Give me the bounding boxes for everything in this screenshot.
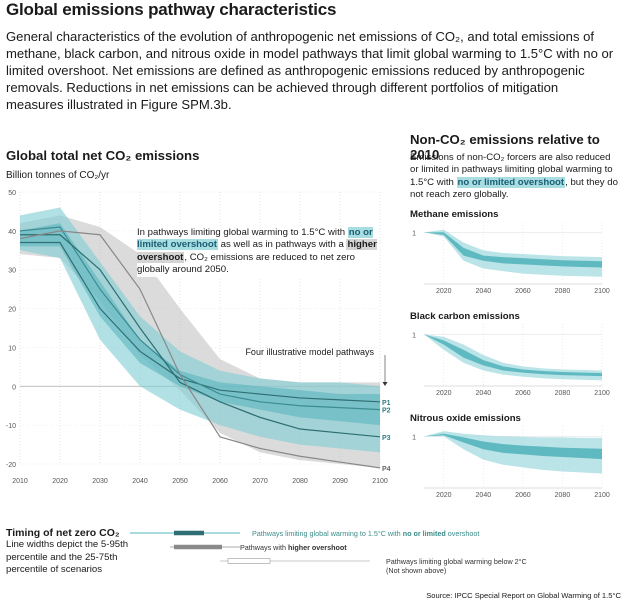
legend-label-bold: no or limited xyxy=(403,529,446,538)
annotation-part1: In pathways limiting global warming to 1… xyxy=(137,227,348,238)
y-tick-label: 30 xyxy=(8,268,16,275)
pathway-line xyxy=(20,234,381,438)
y-tick-label: 0 xyxy=(12,384,16,391)
legend-label-prefix: Pathways with xyxy=(240,543,288,552)
pathway-line xyxy=(19,226,381,411)
y-tick-label: 10 xyxy=(8,345,16,352)
series-label: P2 xyxy=(382,408,391,415)
x-tick-label: 2050 xyxy=(172,478,188,485)
panel-x-tick-label: 2100 xyxy=(594,390,610,397)
main-chart-unit: Billion tonnes of CO₂/yr xyxy=(6,170,110,181)
y-tick-label: 50 xyxy=(8,190,16,197)
nonco2-desc-highlight: no or limited overshoot xyxy=(456,176,566,188)
annotation-part3: , CO₂ emissions are reduced to net zero … xyxy=(137,251,356,276)
x-tick-label: 2060 xyxy=(212,478,228,485)
legend-label-bold: higher overshoot xyxy=(288,543,347,552)
legend-label: Pathways limiting global warming below 2… xyxy=(386,557,527,566)
source-note: Source: IPCC Special Report on Global Wa… xyxy=(426,591,621,600)
panel-x-tick-label: 2060 xyxy=(515,288,531,295)
chart-annotation: In pathways limiting global warming to 1… xyxy=(137,227,377,277)
nonco2-title: Non-CO₂ emissions relative to 2010 xyxy=(410,132,600,162)
y-tick-label: 40 xyxy=(8,229,16,236)
x-tick-label: 2100 xyxy=(372,478,388,485)
panel-x-tick-label: 2040 xyxy=(476,492,492,499)
panel-x-tick-label: 2080 xyxy=(555,288,571,295)
y-tick-label: -10 xyxy=(6,423,16,430)
panel-y-tick-label: 1 xyxy=(412,332,416,339)
x-tick-label: 2030 xyxy=(92,478,108,485)
pathways-label: Four illustrative model pathways xyxy=(245,347,374,357)
legend-label-prefix: Pathways limiting global warming below 2… xyxy=(386,557,527,566)
x-tick-label: 2010 xyxy=(12,478,28,485)
page-title: Global emissions pathway characteristics xyxy=(6,0,337,19)
x-tick-label: 2070 xyxy=(252,478,268,485)
legend-label-line2: (Not shown above) xyxy=(386,566,446,575)
panel-band xyxy=(424,232,602,268)
panel-x-tick-label: 2060 xyxy=(515,492,531,499)
panel-x-tick-label: 2040 xyxy=(476,390,492,397)
y-tick-label: -20 xyxy=(6,462,16,469)
series-label: P3 xyxy=(382,435,391,442)
pathways-arrowhead xyxy=(382,382,388,386)
panel-title: Methane emissions xyxy=(410,209,499,220)
nonco2-description: Emissions of non-CO₂ forcers are also re… xyxy=(410,152,620,201)
panel-x-tick-label: 2060 xyxy=(515,390,531,397)
series-label: P4 xyxy=(382,466,391,473)
panel-x-tick-label: 2100 xyxy=(594,492,610,499)
x-tick-label: 2040 xyxy=(132,478,148,485)
timing-legend-bars: Pathways limiting global warming to 1.5°… xyxy=(130,529,527,575)
legend-inner-bar xyxy=(227,558,271,564)
panel-band xyxy=(424,433,602,460)
panel-x-tick-label: 2080 xyxy=(555,390,571,397)
nonco2-desc-part2: , but they do not reach zero globally. xyxy=(410,176,618,200)
panel-x-tick-label: 2020 xyxy=(436,288,452,295)
series-label: P1 xyxy=(382,400,391,407)
panel-x-tick-label: 2020 xyxy=(436,390,452,397)
panel-x-tick-label: 2100 xyxy=(594,288,610,295)
legend-label: Pathways with higher overshoot xyxy=(240,543,347,552)
panel-y-tick-label: 1 xyxy=(412,434,416,441)
legend-label-prefix: Pathways limiting global warming to 1.5°… xyxy=(252,529,403,538)
main-chart-title: Global total net CO₂ emissions xyxy=(6,148,200,163)
panel-x-tick-label: 2020 xyxy=(436,492,452,499)
timing-legend: Timing of net zero CO₂ Line widths depic… xyxy=(6,527,136,577)
timing-title: Timing of net zero CO₂ xyxy=(6,527,120,539)
y-tick-label: 20 xyxy=(8,307,16,314)
panel-x-tick-label: 2040 xyxy=(476,288,492,295)
timing-description: Line widths depict the 5-95th percentile… xyxy=(6,539,129,576)
panel-band xyxy=(424,229,602,277)
x-tick-label: 2020 xyxy=(52,478,68,485)
panel-y-tick-label: 1 xyxy=(412,230,416,237)
pathway-line xyxy=(19,230,381,469)
x-tick-label: 2080 xyxy=(292,478,308,485)
panel-title: Nitrous oxide emissions xyxy=(410,413,521,424)
legend-label: Pathways limiting global warming to 1.5°… xyxy=(252,529,479,538)
legend-label-suffix: overshoot xyxy=(446,529,480,538)
x-tick-label: 2090 xyxy=(332,478,348,485)
nonco2-panels: Methane emissions 2020 2040 2060 2080 2100 1 Bl… xyxy=(410,209,610,499)
figure-description: General characteristics of the evolution… xyxy=(6,29,614,112)
panel-x-tick-label: 2080 xyxy=(555,492,571,499)
nonco2-desc-part1: Emissions of non-CO₂ forcers are also re… xyxy=(410,152,613,188)
annotation-part2: as well as in pathways with a xyxy=(217,239,347,251)
panel-title: Black carbon emissions xyxy=(410,311,520,322)
